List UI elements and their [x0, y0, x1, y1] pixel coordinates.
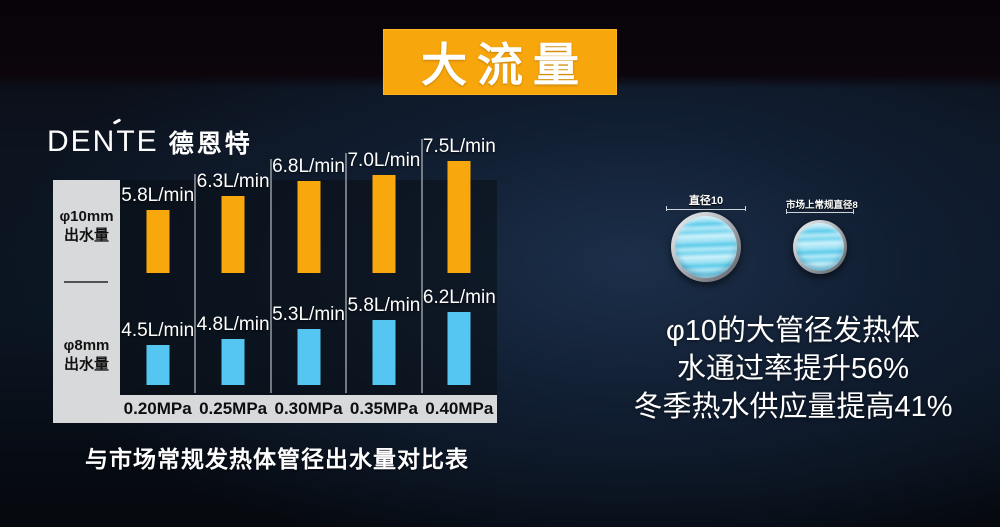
bar-phi10-0.30MPa [297, 181, 321, 273]
column-separator [194, 173, 197, 393]
chart-caption: 与市场常规发热体管径出水量对比表 [85, 446, 469, 472]
title-text: 大流量 [421, 39, 589, 91]
large-pipe-cross-section [671, 212, 741, 282]
bar-phi8-0.30MPa [297, 329, 321, 385]
brand-logo-chinese: 德恩特 [168, 130, 253, 158]
bar-phi8-0.25MPa [221, 339, 245, 385]
large-pipe-water [675, 216, 737, 278]
small-pipe-label: 市场上常规直径8 [786, 200, 858, 211]
bar-value-phi8-0.20MPa: 4.5L/min [121, 320, 195, 341]
series-label-10mm-line1: φ10mm [59, 208, 114, 225]
x-tick-label: 0.30MPa [274, 399, 343, 418]
x-tick-label: 0.20MPa [123, 399, 192, 418]
bar-value-phi8-0.35MPa: 5.8L/min [347, 294, 421, 316]
series-label-8mm-line2: 出水量 [63, 356, 109, 373]
chart-column-0.30MPa: 6.8L/min 5.3L/min [271, 135, 348, 395]
x-tick-label: 0.40MPa [425, 399, 494, 418]
brand-logo: DENTE 德恩特 [47, 118, 253, 160]
benefit-line-2: 水通过率提升56% [676, 353, 910, 385]
bar-value-phi10-0.35MPa: 7.0L/min [347, 150, 421, 172]
series-label-10mm: φ10mm 出水量 [53, 207, 120, 245]
x-axis-strip: 0.20MPa 0.25MPa 0.30MPa 0.35MPa 0.40MPa [120, 395, 497, 423]
large-pipe-measure-line [666, 206, 746, 211]
brand-logo-latin: DENTE [47, 125, 159, 158]
series-label-8mm-line1: φ8mm [63, 337, 110, 354]
bar-value-phi10-0.30MPa: 6.8L/min [272, 156, 345, 178]
bar-value-phi8-0.40MPa: 6.2L/min [422, 287, 496, 308]
plot-area: 5.8L/min 4.5L/min 6.3L/min 4.8L/min 6.8L/min… [120, 135, 497, 395]
bar-value-phi10-0.25MPa: 6.3L/min [196, 170, 270, 192]
large-pipe-measure: 直径10 [666, 192, 746, 211]
bar-phi10-0.35MPa [372, 175, 396, 273]
benefit-line-3: 冬季热水供应量提高41% [633, 391, 953, 423]
large-pipe-label: 直径10 [688, 195, 724, 207]
x-tick-label: 0.35MPa [349, 399, 418, 418]
small-pipe-measure-line [786, 209, 854, 214]
bar-value-phi8-0.30MPa: 5.3L/min [272, 304, 345, 326]
series-label-10mm-line2: 出水量 [63, 227, 109, 244]
bar-value-phi10-0.40MPa: 7.5L/min [422, 136, 496, 157]
series-divider-line [64, 281, 108, 283]
bar-phi8-0.40MPa [447, 312, 471, 385]
small-pipe-measure: 市场上常规直径8 [786, 197, 858, 214]
column-separator [345, 153, 348, 393]
benefit-text-block: φ10的大管径发热体 水通过率提升56% 冬季热水供应量提高41% [595, 312, 991, 426]
chart-column-0.35MPa: 7.0L/min 5.8L/min [346, 135, 423, 395]
chart-column-0.40MPa: 7.5L/min 6.2L/min [422, 135, 497, 395]
small-pipe-cross-section [793, 220, 847, 274]
series-label-8mm: φ8mm 出水量 [53, 336, 120, 374]
column-separator [269, 159, 272, 393]
benefit-line-1: φ10的大管径发热体 [665, 315, 921, 347]
chart-column-0.25MPa: 6.3L/min 4.8L/min [195, 135, 272, 395]
bar-phi8-0.35MPa [372, 319, 396, 385]
column-separator [420, 139, 423, 393]
x-tick-label: 0.25MPa [199, 399, 268, 418]
brand-logo-accent-mark [112, 118, 122, 125]
chart-column-0.20MPa: 5.8L/min 4.5L/min [120, 135, 197, 395]
y-axis-panel: φ10mm 出水量 φ8mm 出水量 [53, 180, 120, 423]
bar-phi10-0.20MPa [146, 210, 170, 273]
bar-phi10-0.40MPa [447, 161, 471, 273]
title-banner: 大流量 [383, 29, 617, 95]
bar-phi10-0.25MPa [221, 195, 245, 273]
bar-value-phi8-0.25MPa: 4.8L/min [196, 314, 270, 336]
bar-value-phi10-0.20MPa: 5.8L/min [121, 185, 195, 206]
small-pipe-water [796, 223, 844, 271]
flow-comparison-chart: φ10mm 出水量 φ8mm 出水量 5.8L/min 4.5L/min 6.3L/… [53, 135, 497, 423]
bar-phi8-0.20MPa [146, 345, 170, 385]
